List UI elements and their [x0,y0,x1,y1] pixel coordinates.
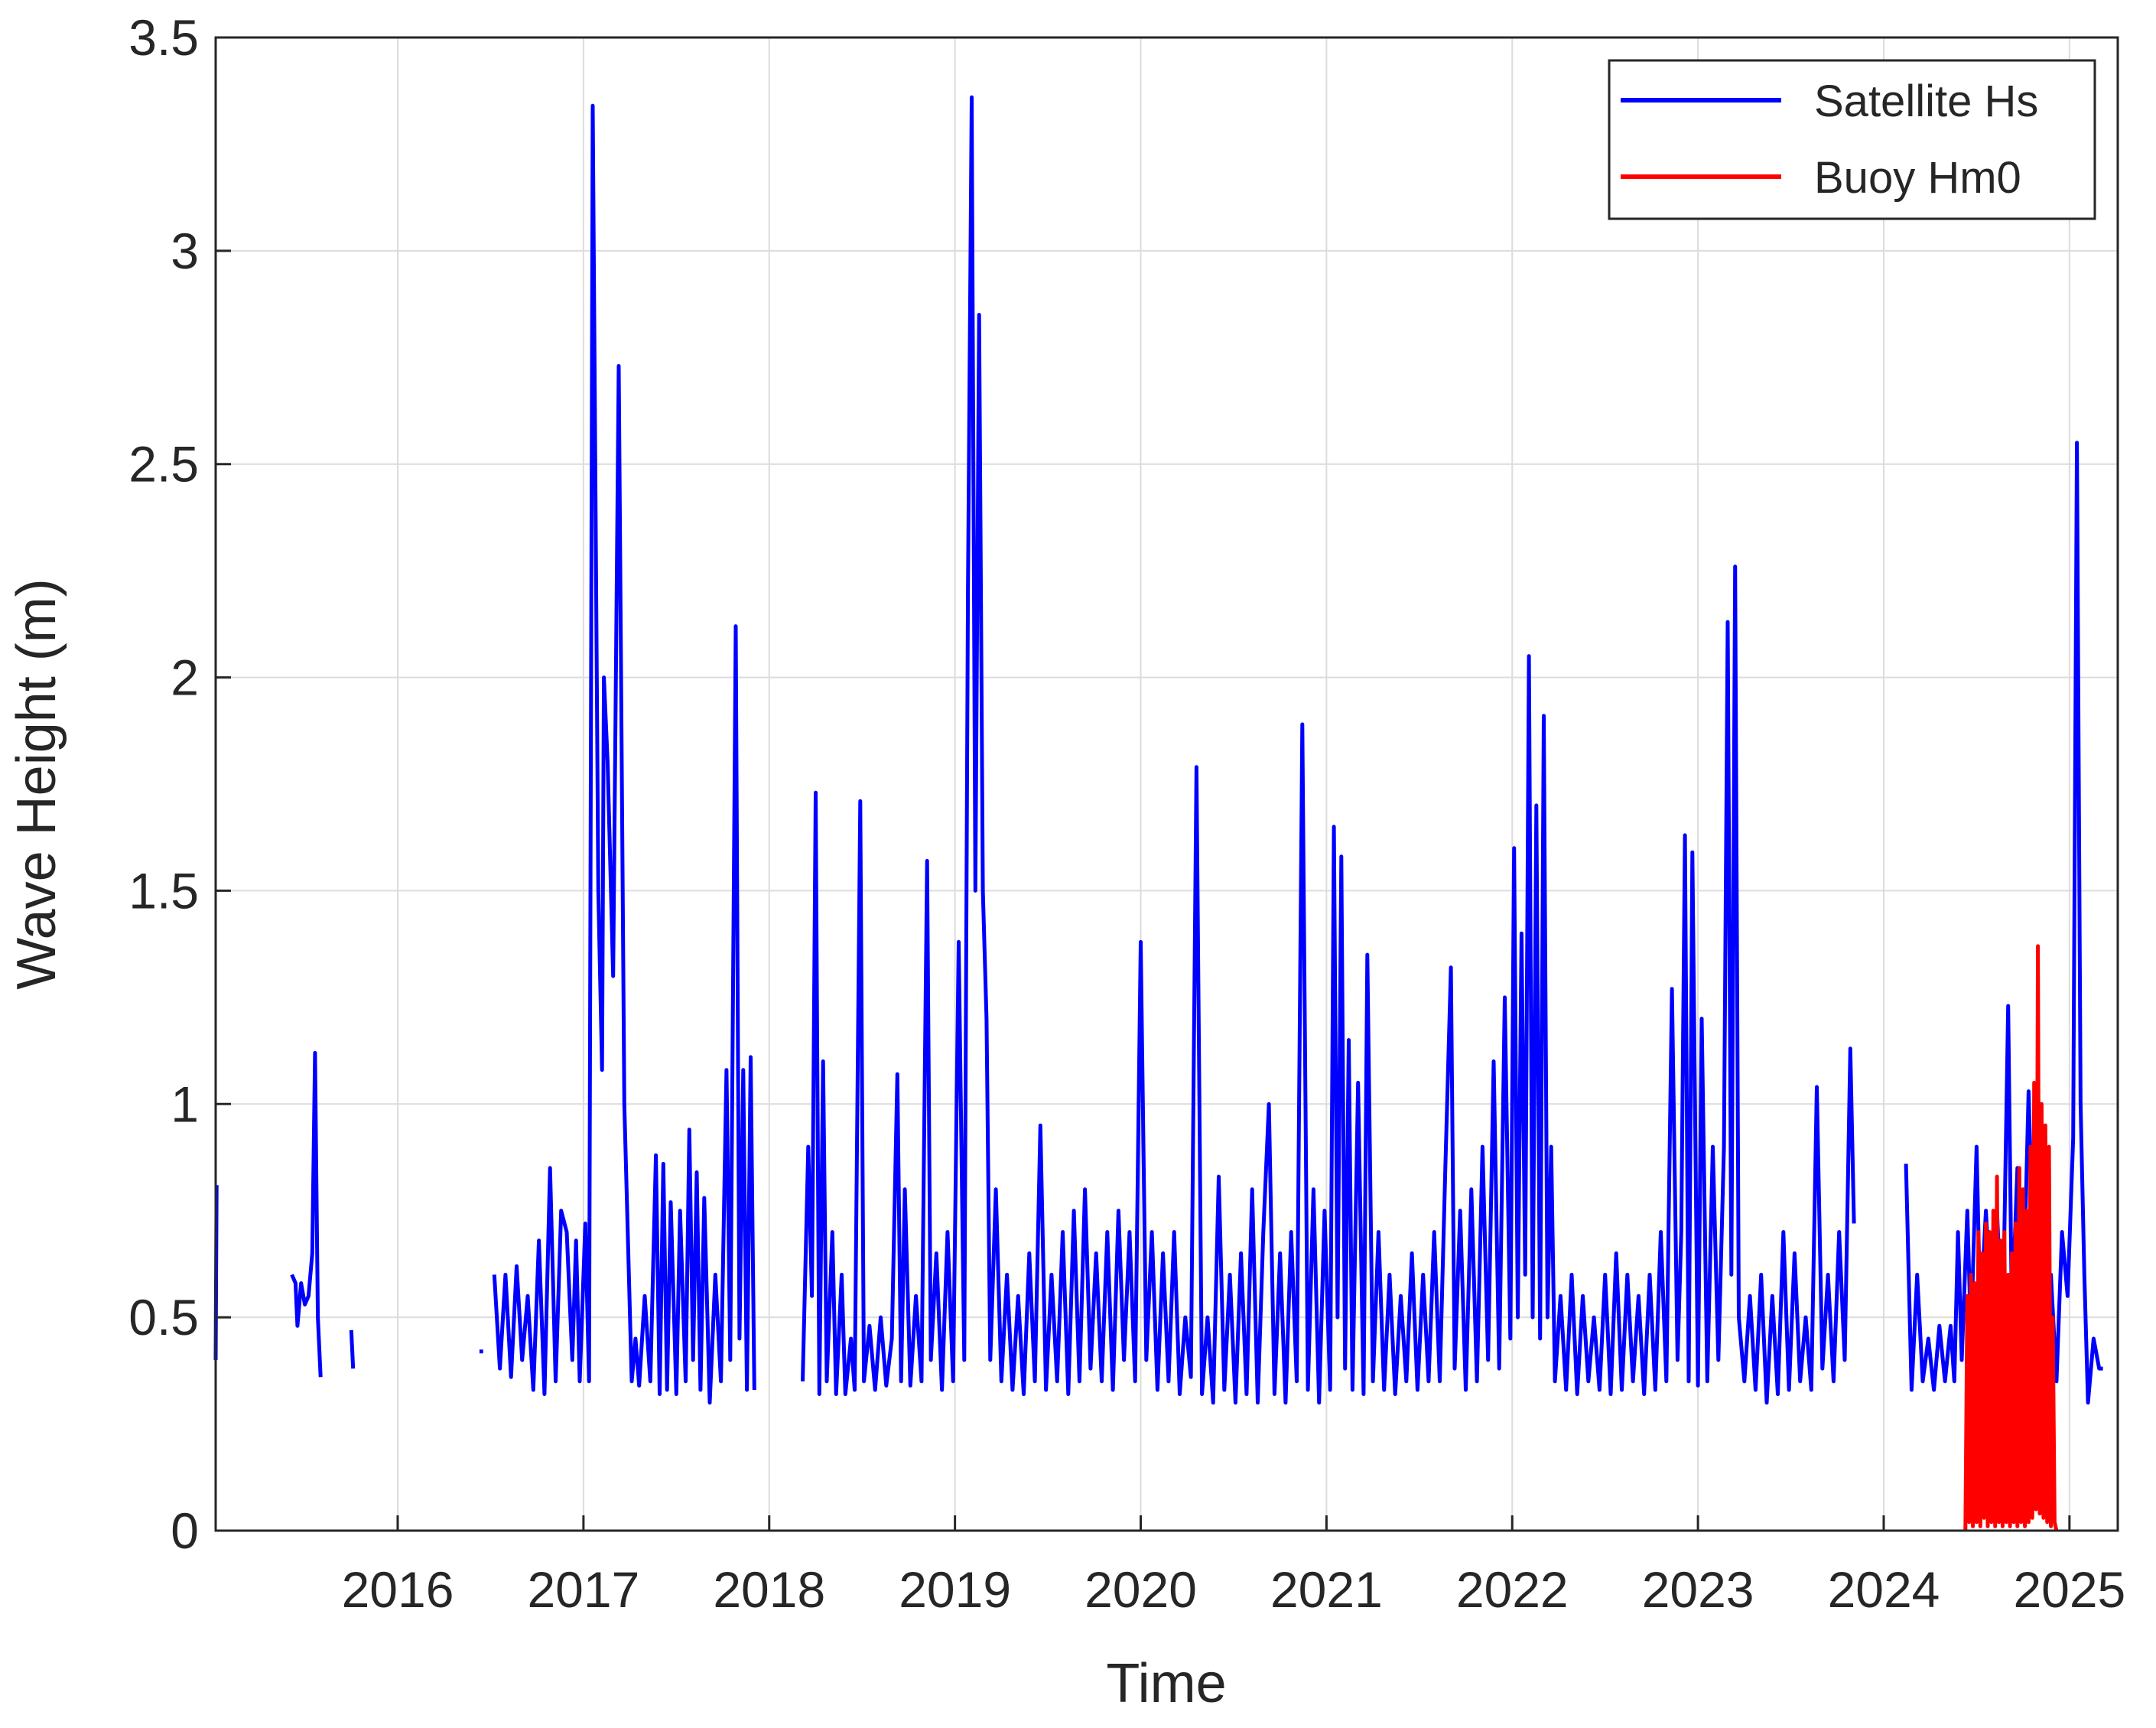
axes-box [214,36,2119,1532]
data-line [1963,944,2059,1531]
x-tick-label: 2022 [1456,1561,1569,1618]
y-tick-label: 3 [171,223,199,279]
y-tick-label: 2.5 [128,436,199,493]
y-tick-label: 0 [171,1502,199,1559]
x-tick-label: 2024 [1828,1561,1940,1618]
y-axis-label: Wave Height (m) [6,578,67,989]
ticks: 0 0.5 1 1.5 2 2.5 3 3.5 2016 2017 2018 2019 2020 2021… [128,9,2125,1618]
x-tick-label: 2020 [1085,1561,1197,1618]
x-tick-label: 2019 [899,1561,1011,1618]
legend-label: Buoy Hm0 [1814,153,2021,203]
x-tick-label: 2023 [1642,1561,1754,1618]
x-tick-label: 2025 [2013,1561,2125,1618]
y-tick-label: 3.5 [128,9,199,66]
x-tick-label: 2021 [1270,1561,1383,1618]
x-tick-label: 2018 [713,1561,825,1618]
plot-area [216,37,2118,1531]
y-tick-label: 0.5 [128,1289,199,1346]
legend-label: Satellite Hs [1814,76,2038,126]
y-tick-label: 1.5 [128,862,199,919]
x-tick-label: 2016 [342,1561,454,1618]
y-tick-label: 2 [171,649,199,706]
legend: Satellite Hs Buoy Hm0 [1608,59,2096,220]
legend-box [1608,59,2096,220]
y-tick-label: 1 [171,1076,199,1132]
x-tick-label: 2017 [527,1561,639,1618]
x-axis-label: Time [1106,1653,1226,1714]
